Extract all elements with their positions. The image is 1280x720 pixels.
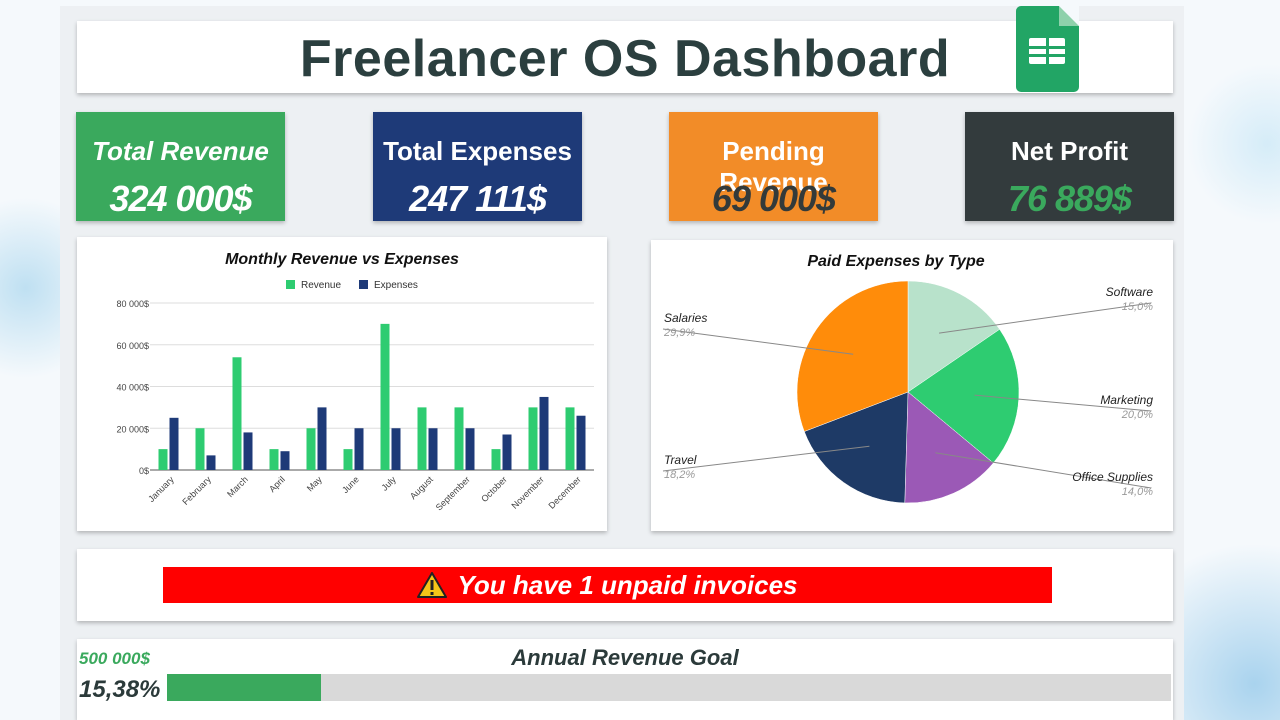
bar-revenue — [528, 407, 538, 470]
kpi-value: 247 111$ — [409, 178, 547, 219]
goal-progress-fill — [167, 674, 322, 701]
goal-amount: 500 000$ — [79, 649, 150, 668]
y-tick-label: 60 000$ — [116, 341, 149, 351]
kpi-label: Net Profit — [1011, 136, 1128, 166]
bar-expenses — [317, 407, 327, 470]
x-tick-label: September — [434, 474, 472, 512]
bar-expenses — [465, 428, 475, 470]
bar-chart: Monthly Revenue vs Expenses Revenue Expens… — [116, 251, 594, 513]
x-tick-label: December — [546, 474, 582, 510]
pie-percent: 18,2% — [664, 469, 695, 481]
bar-revenue — [454, 407, 464, 470]
kpi-value: 324 000$ — [109, 178, 252, 219]
bar-revenue — [195, 428, 205, 470]
kpi-label: Total Revenue — [92, 136, 269, 166]
kpi-value: 76 889$ — [1007, 178, 1132, 219]
alert-text: You have 1 unpaid invoices — [457, 570, 798, 600]
x-tick-label: November — [509, 474, 545, 510]
pie-label: Marketing — [1100, 393, 1153, 407]
bar-expenses — [206, 455, 216, 470]
kpi-net-profit: Net Profit 76 889$ — [965, 112, 1174, 221]
goal-progress-track — [167, 674, 1171, 701]
pie-label: Salaries — [664, 311, 707, 325]
legend-label: Revenue — [301, 280, 341, 291]
x-tick-label: August — [408, 474, 435, 501]
legend-swatch — [359, 280, 368, 289]
google-sheets-icon — [1016, 6, 1079, 92]
pie-chart-panel[interactable]: Paid Expenses by Type Software 15,0% Market… — [651, 240, 1173, 531]
bar-expenses — [576, 415, 586, 470]
bar-expenses — [354, 428, 364, 470]
bar-revenue — [565, 407, 575, 470]
bar-expenses — [169, 417, 179, 470]
kpi-total-revenue: Total Revenue 324 000$ — [76, 112, 285, 221]
y-tick-label: 0$ — [139, 466, 149, 476]
x-tick-label: May — [305, 474, 324, 493]
pie-percent: 15,0% — [1122, 301, 1153, 313]
bar-revenue — [306, 428, 316, 470]
pie-slice-salaries — [796, 280, 909, 432]
bar-expenses — [502, 434, 512, 470]
bar-expenses — [280, 451, 290, 470]
chart-title: Paid Expenses by Type — [807, 253, 984, 270]
pie-label: Office Supplies — [1072, 470, 1153, 484]
pie-slice-marketing — [907, 328, 1020, 464]
pie-label: Travel — [664, 453, 697, 467]
bar-revenue — [232, 357, 242, 470]
pie-leader-line — [662, 445, 870, 472]
pie-leader-line — [974, 394, 1152, 412]
y-tick-label: 20 000$ — [116, 424, 149, 434]
revenue-goal-panel: Annual Revenue Goal 500 000$ 15,38% — [77, 639, 1173, 720]
kpi-label: Pending Revenue — [719, 136, 828, 197]
x-tick-label: July — [380, 474, 399, 493]
pie-leader-line — [662, 328, 854, 355]
pie-chart: Paid Expenses by Type Software 15,0% Market… — [662, 253, 1154, 504]
alert-panel: You have 1 unpaid invoices — [77, 549, 1173, 621]
title-bar: Freelancer OS Dashboard — [77, 21, 1173, 93]
bar-revenue — [158, 449, 168, 470]
bar-expenses — [428, 428, 438, 470]
x-tick-label: June — [340, 474, 361, 495]
pie-slice-software — [907, 280, 1000, 393]
bar-revenue — [380, 323, 390, 470]
pie-percent: 14,0% — [1122, 486, 1153, 498]
x-tick-label: April — [267, 474, 287, 494]
y-tick-label: 40 000$ — [116, 383, 149, 393]
chart-title: Monthly Revenue vs Expenses — [225, 251, 459, 268]
kpi-value: 69 000$ — [711, 178, 836, 219]
legend-label: Expenses — [374, 280, 418, 291]
goal-title: Annual Revenue Goal — [511, 645, 739, 670]
legend-swatch — [286, 280, 295, 289]
goal-percent: 15,38% — [79, 676, 161, 703]
x-tick-label: February — [180, 474, 213, 507]
bar-expenses — [391, 428, 401, 470]
bar-chart-panel[interactable]: Monthly Revenue vs Expenses Revenue Expens… — [77, 237, 607, 531]
x-tick-label: March — [225, 474, 250, 499]
bar-revenue — [417, 407, 427, 470]
kpi-total-expenses: Total Expenses 247 111$ — [373, 112, 582, 221]
kpi-pending-revenue: Pending Revenue 69 000$ — [669, 112, 878, 221]
pie-percent: 20,0% — [1121, 409, 1153, 421]
pie-slice-office-supplies — [904, 391, 994, 504]
bar-revenue — [343, 449, 353, 470]
pie-leader-line — [935, 452, 1152, 489]
pie-leader-line — [938, 302, 1152, 334]
bar-revenue — [269, 449, 279, 470]
unpaid-invoices-alert: You have 1 unpaid invoices — [163, 567, 1052, 603]
pie-label: Software — [1106, 285, 1154, 299]
bar-expenses — [243, 432, 253, 470]
y-tick-label: 80 000$ — [116, 299, 149, 309]
page-title: Freelancer OS Dashboard — [299, 30, 951, 88]
pie-percent: 29,9% — [663, 327, 695, 339]
x-tick-label: October — [479, 474, 509, 504]
bar-revenue — [491, 449, 501, 470]
x-tick-label: January — [146, 474, 176, 504]
bar-expenses — [539, 396, 549, 470]
kpi-label: Total Expenses — [383, 136, 572, 166]
warning-icon — [417, 572, 448, 598]
